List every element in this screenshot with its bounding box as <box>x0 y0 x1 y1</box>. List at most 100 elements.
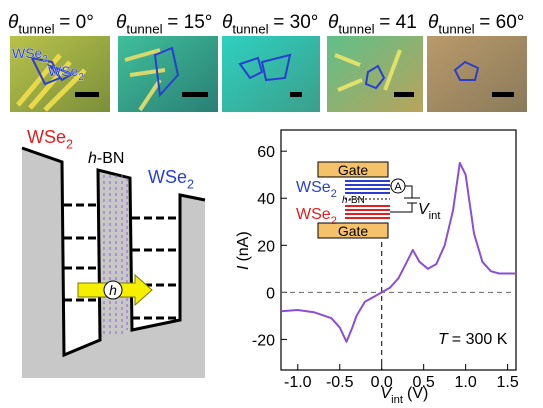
band-edge <box>21 146 206 358</box>
carrier-label: h <box>109 282 117 298</box>
layer-lines <box>345 205 390 219</box>
label-part: int <box>391 394 404 403</box>
label-part: = 15° <box>167 12 212 33</box>
flake-outline <box>238 53 292 82</box>
scale-bar <box>182 92 208 97</box>
label-part: 2 <box>331 188 337 200</box>
label-part: int <box>429 210 442 222</box>
gate-label: Gate <box>338 162 369 178</box>
label-part: (V) <box>407 385 428 402</box>
label-part: WSe <box>48 63 79 79</box>
y-tick-label: 60 <box>257 144 275 161</box>
electrode <box>124 48 166 112</box>
label: h-BN <box>342 195 365 206</box>
label-part: 2 <box>187 177 194 191</box>
label-part: = 60° <box>479 12 524 33</box>
label-part: θ <box>8 12 19 33</box>
label-part: 2 <box>42 54 47 65</box>
x-tick-label: -1.0 <box>284 374 312 391</box>
band-schematic <box>21 146 206 378</box>
scale-bar <box>75 92 99 97</box>
label-part: -BN <box>348 195 365 206</box>
gate <box>317 161 389 178</box>
label: θtunnel = 15° <box>116 12 212 37</box>
x-tick-label: 0.0 <box>371 374 393 391</box>
label-part: θ <box>222 12 233 33</box>
label-part: 2 <box>78 72 83 83</box>
label-part: WSe <box>296 179 331 196</box>
series-line <box>280 161 516 343</box>
label-part: tunnel <box>338 22 374 37</box>
label: I (nA) <box>235 231 252 270</box>
x-tick-label: 1.0 <box>455 374 477 391</box>
label: WSe2 <box>27 127 73 151</box>
label-part: θ <box>116 12 127 33</box>
x-tick-label: -0.5 <box>326 374 354 391</box>
flake-outline <box>453 60 480 81</box>
label-part: T <box>438 331 449 348</box>
label: h-BN <box>88 150 124 167</box>
label-part: I <box>235 265 252 270</box>
label: θtunnel = 30° <box>222 12 318 37</box>
gate-label: Gate <box>338 223 369 239</box>
photo-row <box>10 36 527 112</box>
flake-outline <box>30 56 75 86</box>
scale-bar <box>492 92 514 97</box>
plot-frame <box>280 129 517 371</box>
label-part: h <box>342 195 348 206</box>
x-tick-label: 0.5 <box>413 374 435 391</box>
y-tick-label: 40 <box>257 191 275 208</box>
x-tick-label: 1.5 <box>496 374 518 391</box>
label-part: tunnel <box>18 22 54 37</box>
label: Vint <box>418 201 441 222</box>
inset-circuit <box>317 161 420 239</box>
electrode <box>334 49 402 92</box>
label-part: tunnel <box>438 22 474 37</box>
label: WSe2 <box>12 45 48 65</box>
label: WSe2 <box>296 179 337 200</box>
label-part: V <box>418 201 430 218</box>
y-tick-label: 0 <box>266 285 275 302</box>
label: θtunnel = 41 <box>328 12 417 37</box>
label: WSe2 <box>148 167 194 191</box>
label-part: θ <box>428 12 439 33</box>
photo <box>327 36 423 112</box>
y-tick-label: -20 <box>252 332 275 349</box>
y-tick-label: 20 <box>257 238 275 255</box>
label-part: h <box>88 150 97 167</box>
gate <box>317 222 389 239</box>
label-part: tunnel <box>126 22 162 37</box>
label-part: WSe <box>12 45 43 61</box>
label-part: θ <box>328 12 339 33</box>
electrode-region <box>22 148 205 378</box>
label-part: V <box>381 385 393 402</box>
label-part: 2 <box>331 215 337 227</box>
scale-bar <box>394 92 414 97</box>
label-part: -BN <box>97 150 125 167</box>
label: T = 300 K <box>438 331 508 348</box>
label-part: WSe <box>27 127 66 147</box>
label: WSe2 <box>48 63 84 83</box>
label: WSe2 <box>296 206 337 227</box>
label: θtunnel = 60° <box>428 12 524 37</box>
label-part: = 41 <box>379 12 417 33</box>
label-part: 2 <box>66 137 73 151</box>
layer-lines <box>345 180 390 194</box>
label-part: = 30° <box>273 12 318 33</box>
scale-bar <box>290 92 302 97</box>
label-part: = 300 K <box>452 331 508 348</box>
flake-outline <box>153 46 180 98</box>
ammeter <box>390 178 406 194</box>
label: θtunnel = 0° <box>8 12 94 37</box>
label-part: = 0° <box>59 12 94 33</box>
label-part: tunnel <box>232 22 268 37</box>
flake-outline <box>364 64 386 90</box>
hbn-layers <box>103 175 128 335</box>
ammeter-label: A <box>394 181 402 193</box>
photo <box>222 36 320 112</box>
label: Vint (V) <box>381 385 429 403</box>
hole <box>103 280 123 300</box>
label-part: WSe <box>296 206 331 223</box>
label-part: (nA) <box>235 231 252 261</box>
